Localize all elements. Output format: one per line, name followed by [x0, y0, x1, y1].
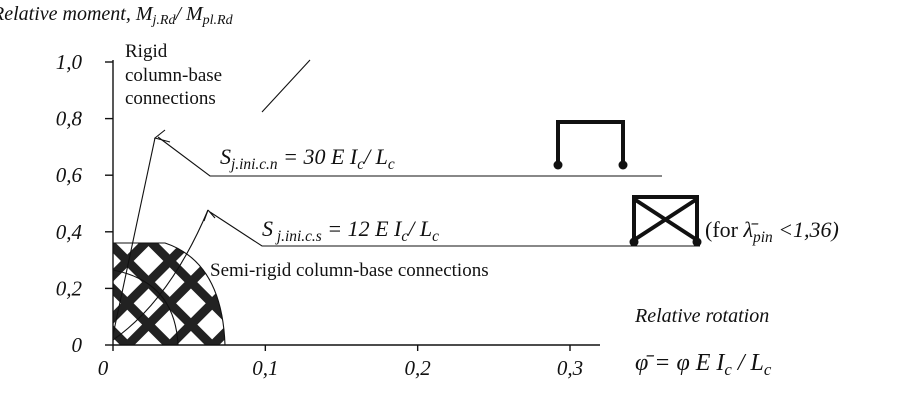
sway-arrow [203, 209, 216, 222]
x-axis-title: Relative rotation [634, 305, 769, 327]
subscript: c [764, 360, 772, 379]
formula-text: / M [174, 3, 204, 25]
x-tick-label: 0,2 [405, 356, 432, 380]
rigid-label: column-base [125, 65, 222, 86]
formula-text: φ̄ = φ E I [635, 350, 725, 376]
sway-frame-icon [629, 195, 702, 247]
rigid-label: connections [125, 88, 216, 109]
formula-text: = 12 E I [322, 216, 403, 241]
formula-text: = 30 E I [278, 144, 359, 169]
subscript: j.Rd [151, 13, 177, 28]
rigid-label: Rigid [125, 41, 168, 62]
subscript: pin [752, 229, 773, 246]
subscript: c [432, 228, 439, 245]
nominal-formula: Sj.ini.c.n = 30 E Ic/ Lc [220, 144, 395, 173]
x-axis-formula: φ̄ = φ E Ic / Lc [635, 350, 772, 379]
y-tick-label: 1,0 [56, 50, 83, 74]
nominal-leader [157, 136, 662, 177]
subscript: pl.Rd [202, 13, 234, 28]
non-sway-frame-icon [553, 120, 628, 170]
formula-text: S [262, 216, 273, 241]
formula-text: / L [362, 144, 388, 169]
y-tick-label: 0,8 [56, 107, 83, 131]
subscript: c [388, 156, 395, 173]
rigid-boundary [112, 137, 156, 336]
semi-rigid-label: Semi-rigid column-base connections [210, 260, 489, 281]
rigid-leader [261, 59, 311, 113]
sway-condition: (for λ̄pin <1,36) [705, 217, 839, 246]
sway-leader [209, 211, 700, 247]
sway-formula: S j.ini.c.s = 12 E Ic/ Lc [262, 216, 439, 245]
formula-text: <1,36) [773, 217, 839, 242]
subscript: c [401, 228, 408, 245]
subscript: j.ini.c.n [229, 156, 278, 173]
y-tick-label: 0 [72, 333, 83, 357]
subscript: j.ini.c.s [273, 228, 322, 245]
subscript: c [357, 156, 364, 173]
y-axis-title: Relative moment, Mj.Rd/ Mpl.Rd [0, 3, 234, 28]
semi-rigid-boundary [113, 242, 226, 346]
formula-text: (for [705, 217, 743, 242]
subscript: c [724, 360, 732, 379]
formula-text: / L [732, 350, 764, 376]
x-tick-label: 0,3 [557, 356, 583, 380]
formula-text: / L [406, 216, 432, 241]
formula-text: S [220, 144, 231, 169]
y-tick-label: 0,2 [56, 276, 83, 300]
x-tick-label: 0 [98, 356, 109, 380]
x-tick-label: 0,1 [252, 356, 278, 380]
y-tick-label: 0,6 [56, 163, 83, 187]
rigid-arrow [153, 129, 171, 143]
sway-boundary [112, 209, 209, 341]
formula-text: Relative moment, M [0, 3, 154, 25]
y-tick-label: 0,4 [56, 220, 83, 244]
semi-rigid-region [113, 243, 225, 345]
